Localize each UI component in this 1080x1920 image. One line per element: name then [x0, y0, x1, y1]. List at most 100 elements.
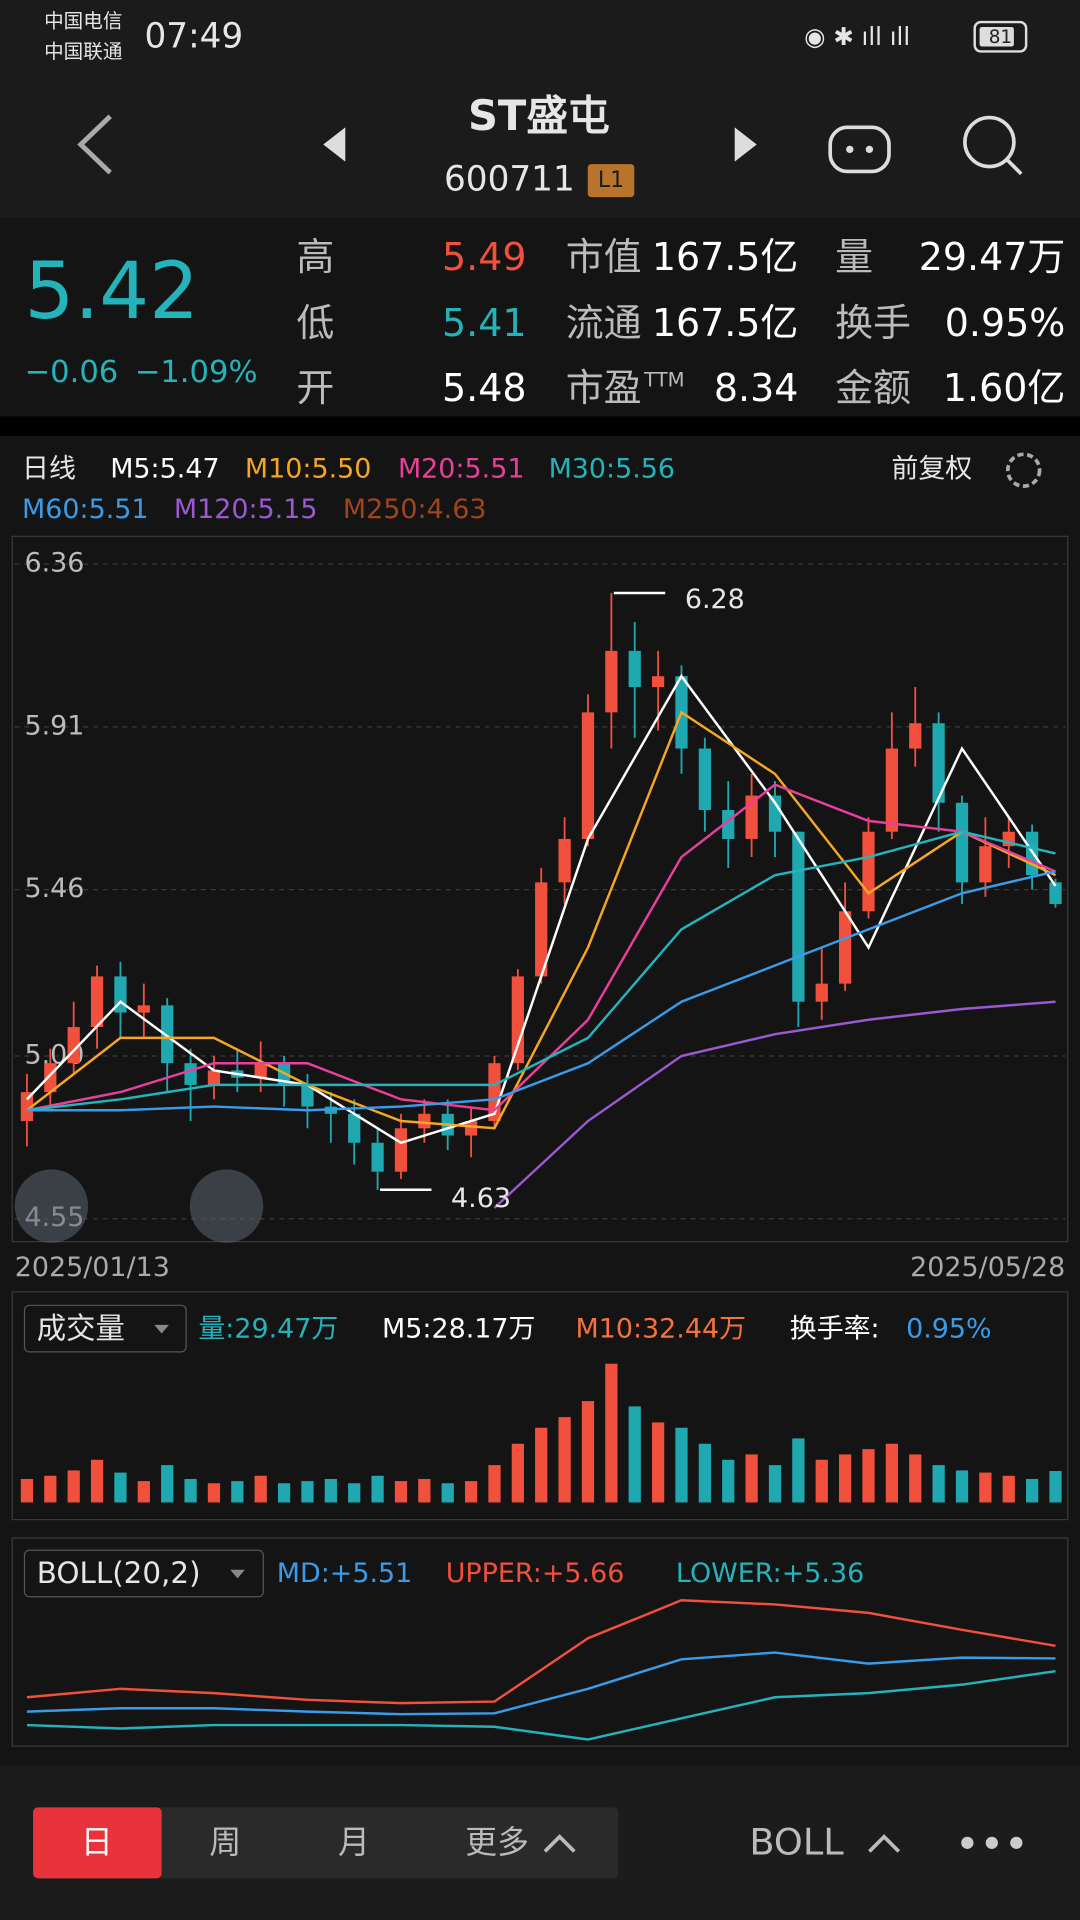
max-annotation: 6.28: [685, 584, 745, 615]
level-badge: [587, 164, 635, 198]
stat-value: 167.5亿: [652, 235, 799, 279]
volume-legend: 换手率:: [790, 1313, 880, 1344]
stat-label-sup: TTM: [643, 368, 684, 391]
clock: 07:49: [144, 16, 243, 56]
stat-label: 市盈: [566, 366, 642, 410]
candle-body: [955, 802, 969, 883]
robot-eye: [865, 145, 874, 154]
stat-label: 金额: [835, 366, 911, 410]
ma-line: [26, 783, 1056, 1112]
candle-body: [651, 676, 665, 688]
volume-bar: [114, 1472, 127, 1503]
level-text: L1: [598, 168, 624, 193]
ma-line: [26, 830, 1056, 1112]
stock-name: ST盛屯: [468, 91, 610, 140]
search-button[interactable]: [963, 115, 1016, 169]
candle-body: [581, 712, 595, 839]
adjust-label[interactable]: 前复权: [891, 454, 972, 485]
volume-bar: [90, 1459, 104, 1503]
volume-bar: [1026, 1478, 1039, 1503]
candle-body: [1049, 882, 1062, 905]
indicator-button[interactable]: BOLL: [749, 1821, 844, 1864]
top-bar: [0, 0, 1080, 218]
y-tick-label: 6.36: [24, 548, 84, 579]
volume-bar: [862, 1449, 875, 1503]
volume-bar: [558, 1417, 571, 1503]
fullscreen-button[interactable]: [189, 1169, 264, 1243]
next-stock[interactable]: [734, 127, 757, 162]
separator: [0, 416, 1080, 436]
volume-bar: [1002, 1475, 1015, 1503]
candle-body: [885, 748, 898, 832]
stat-label: 量: [835, 235, 873, 279]
volume-bar: [1049, 1471, 1062, 1503]
prev-stock[interactable]: [323, 127, 346, 162]
boll-selector[interactable]: [23, 1549, 264, 1598]
candle-body: [90, 976, 104, 1028]
candle-body: [207, 1070, 221, 1085]
expand-icon: [543, 1834, 576, 1853]
volume-legend: 量:29.47万: [198, 1313, 338, 1344]
volume-bar: [20, 1478, 34, 1503]
carrier: 中国电信: [44, 10, 122, 33]
volume-bar: [207, 1483, 221, 1503]
period-tab[interactable]: 周: [209, 1823, 241, 1861]
last-price: 5.42: [24, 246, 198, 337]
volume-bar: [932, 1465, 945, 1503]
more-dot[interactable]: [985, 1836, 998, 1849]
settings-icon[interactable]: [1005, 452, 1042, 488]
carrier: 中国联通: [44, 40, 122, 63]
candle-body: [464, 1121, 478, 1136]
volume-bar: [605, 1363, 618, 1503]
back-button[interactable]: [77, 114, 112, 175]
volume-selector[interactable]: [23, 1304, 187, 1353]
tab-active[interactable]: [33, 1807, 162, 1879]
volume-bar: [44, 1475, 57, 1503]
boll-legend: LOWER:+5.36: [676, 1558, 864, 1589]
boll-legend: UPPER:+5.66: [446, 1558, 625, 1589]
collapse-button[interactable]: [14, 1169, 89, 1243]
candle-body: [348, 1113, 361, 1143]
volume-bar: [955, 1470, 969, 1503]
stat-value: 8.34: [714, 366, 798, 410]
candle-body: [254, 1063, 267, 1078]
stat-value: 5.41: [442, 301, 526, 345]
volume-title: 成交量: [37, 1311, 125, 1345]
volume-legend: M5:28.17万: [382, 1313, 535, 1344]
volume-bar: [184, 1478, 197, 1503]
more-dot[interactable]: [1010, 1836, 1023, 1849]
x-end-label: 2025/05/28: [910, 1252, 1065, 1283]
period-tab[interactable]: 更多: [465, 1823, 529, 1861]
dropdown-arrow: [230, 1569, 245, 1579]
more-dot[interactable]: [961, 1836, 974, 1849]
ma-legend: M250:4.63: [343, 494, 487, 525]
volume-bar: [885, 1443, 898, 1503]
stat-label: 流通: [566, 301, 642, 345]
x-start-label: 2025/01/13: [15, 1252, 170, 1283]
stat-label: 高: [296, 235, 334, 279]
volume-frame: [11, 1291, 1069, 1521]
candle-body: [815, 983, 828, 1002]
boll-frame: [11, 1537, 1069, 1747]
min-annotation: 4.63: [451, 1183, 511, 1214]
candle-body: [20, 1092, 34, 1122]
period-label: 日线: [22, 454, 76, 485]
volume-bar: [418, 1478, 431, 1503]
ma-legend: M120:5.15: [174, 494, 318, 525]
stat-value: 29.47万: [919, 235, 1066, 279]
robot-eye: [846, 145, 854, 154]
ma-line: [493, 1000, 1056, 1209]
candle-body: [909, 723, 922, 749]
period-tab[interactable]: 日: [81, 1823, 113, 1861]
volume-bar: [698, 1443, 711, 1503]
stat-value: 1.60亿: [943, 366, 1065, 410]
volume-bar: [464, 1481, 478, 1503]
period-tab[interactable]: 月: [338, 1823, 370, 1861]
candle-body: [605, 650, 618, 713]
candle-body: [628, 650, 641, 688]
robot-button[interactable]: [828, 125, 891, 174]
dropdown-arrow: [154, 1324, 169, 1334]
ma-line: [26, 710, 1057, 1130]
candle-body: [838, 911, 852, 984]
